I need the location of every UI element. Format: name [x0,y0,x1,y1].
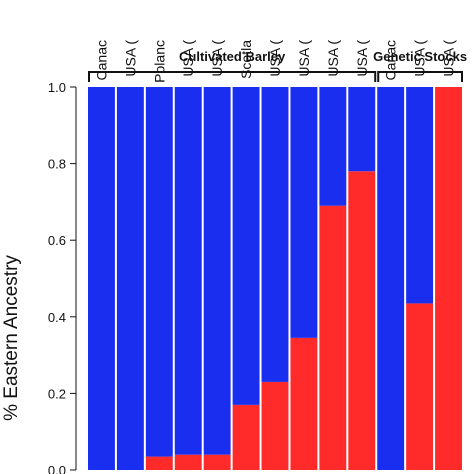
y-axis: 0.0 0.2 0.4 0.6 0.8 1.0 [48,80,77,474]
y-axis-title: % Eastern Ancestry [1,255,22,421]
category-label-7: USA ( [296,40,312,77]
group-label-0: Cultivated Barley [179,49,286,64]
category-label-9: USA ( [354,40,370,77]
bar-segment-9-s1 [348,87,376,172]
group-bracket-1 [377,71,463,82]
category-label-6: USA ( [267,40,283,77]
bar-segment-6-s1 [261,87,289,382]
group-label-1: Genetic Stocks [373,49,467,64]
category-label-2: Polanc [151,40,167,83]
bar-segment-8-s1 [319,87,347,206]
bar-segment-6-s0 [261,381,289,470]
bar-segment-2-s0 [145,456,173,470]
bar-segment-1-s1 [116,87,144,470]
category-label-8: USA ( [325,40,341,77]
category-label-4: USA ( [209,40,225,77]
bar-segment-5-s0 [232,404,260,470]
y-tick-label-1: 0.2 [48,386,66,401]
category-labels: Canac USA ( Polanc USA ( USA ( Scotla USA ( USA… [93,40,456,83]
category-label-10: Canac [383,40,399,80]
bar-segment-2-s1 [145,87,173,457]
category-label-3: USA ( [180,40,196,77]
y-tick-label-4: 0.8 [48,157,66,172]
bar-segment-12-s0 [435,87,462,470]
bars-group [88,87,462,471]
bar-segment-8-s0 [319,205,347,471]
bar-segment-10-s1 [377,87,405,470]
bar-segment-0-s1 [88,87,115,470]
bar-segment-3-s0 [174,454,202,470]
category-label-5: Scotla [238,40,254,79]
group-brackets: Cultivated Barley Genetic Stocks [88,49,467,82]
bar-segment-4-s0 [203,454,231,470]
bar-segment-4-s1 [203,87,231,455]
bar-segment-5-s1 [232,87,260,405]
y-tick-label-3: 0.6 [48,233,66,248]
bar-segment-3-s1 [174,87,202,455]
group-bracket-0 [88,71,377,82]
category-label-11: USA ( [412,40,428,77]
category-label-1: USA ( [122,40,138,77]
category-label-12: USA ( [441,40,457,77]
bar-segment-11-s0 [406,303,434,470]
bar-segment-11-s1 [406,87,434,304]
bar-segment-7-s0 [290,337,318,470]
category-label-0: Canac [93,40,109,80]
y-tick-label-0: 0.0 [48,463,66,474]
y-tick-label-2: 0.4 [48,310,66,325]
bar-segment-7-s1 [290,87,318,338]
y-tick-label-5: 1.0 [48,80,66,95]
bar-segment-9-s0 [348,171,376,470]
